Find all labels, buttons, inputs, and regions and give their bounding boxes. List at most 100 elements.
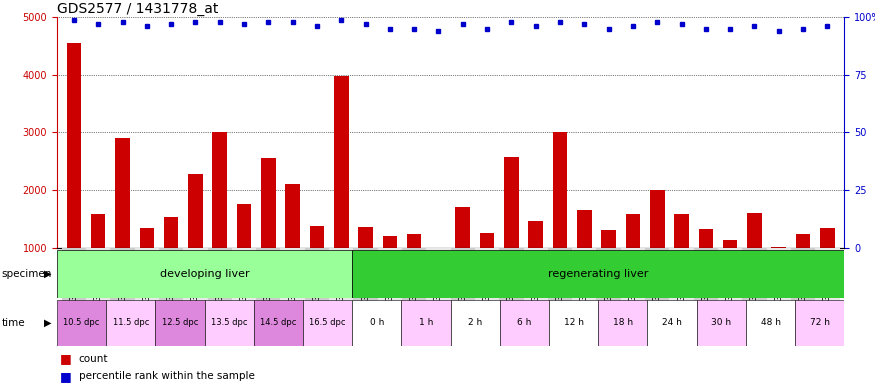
Text: GSM161130: GSM161130: [118, 252, 127, 302]
Text: ▶: ▶: [44, 318, 52, 328]
Bar: [480, 233, 494, 248]
Bar: [746, 300, 795, 346]
Bar: [310, 227, 325, 248]
Bar: [402, 248, 426, 323]
Bar: [795, 234, 810, 248]
Bar: [451, 300, 500, 346]
Text: GSM161115: GSM161115: [531, 252, 540, 302]
Bar: [86, 248, 110, 323]
Bar: [548, 248, 572, 323]
Text: count: count: [79, 354, 108, 364]
Text: 0 h: 0 h: [369, 318, 384, 328]
Bar: [766, 248, 791, 323]
Bar: [723, 240, 738, 248]
Bar: [116, 138, 130, 248]
Bar: [261, 159, 276, 248]
Text: GSM161133: GSM161133: [191, 252, 200, 302]
Bar: [57, 250, 352, 298]
Bar: [620, 248, 645, 323]
Bar: [188, 174, 203, 248]
Text: 48 h: 48 h: [760, 318, 780, 328]
Bar: [407, 234, 422, 248]
Text: GSM161108: GSM161108: [361, 252, 370, 302]
Bar: [334, 76, 348, 248]
Text: GSM161129: GSM161129: [94, 252, 102, 302]
Bar: [139, 228, 154, 248]
Text: 13.5 dpc: 13.5 dpc: [211, 318, 248, 328]
Bar: [57, 300, 106, 346]
Text: GSM161119: GSM161119: [628, 252, 637, 302]
Bar: [718, 248, 742, 323]
Text: GSM161113: GSM161113: [483, 252, 492, 302]
Bar: [281, 248, 304, 323]
Text: 10.5 dpc: 10.5 dpc: [63, 318, 100, 328]
Text: GSM161122: GSM161122: [702, 252, 710, 302]
Text: GSM161124: GSM161124: [750, 252, 759, 302]
Text: GSM161128: GSM161128: [69, 252, 79, 302]
Bar: [135, 248, 159, 323]
Text: GSM161131: GSM161131: [143, 252, 151, 302]
Text: 1 h: 1 h: [419, 318, 433, 328]
Bar: [205, 300, 254, 346]
Bar: [694, 248, 718, 323]
Text: GSM161116: GSM161116: [556, 252, 564, 302]
Bar: [528, 221, 543, 248]
Bar: [164, 217, 178, 248]
Bar: [358, 227, 373, 248]
Bar: [742, 248, 766, 323]
Bar: [648, 300, 696, 346]
Text: 30 h: 30 h: [711, 318, 732, 328]
Text: 6 h: 6 h: [517, 318, 532, 328]
Text: GSM161117: GSM161117: [580, 252, 589, 302]
Bar: [183, 248, 207, 323]
Text: GSM161132: GSM161132: [166, 252, 176, 302]
Bar: [816, 248, 839, 323]
Text: GSM161136: GSM161136: [264, 252, 273, 302]
Text: GSM161121: GSM161121: [677, 252, 686, 302]
Bar: [626, 214, 640, 248]
Bar: [237, 205, 251, 248]
Bar: [795, 300, 844, 346]
Text: 11.5 dpc: 11.5 dpc: [113, 318, 149, 328]
Bar: [523, 248, 548, 323]
Bar: [382, 236, 397, 248]
Text: GSM161118: GSM161118: [604, 252, 613, 302]
Text: GSM161125: GSM161125: [774, 252, 783, 302]
Text: ■: ■: [60, 353, 71, 366]
Text: GSM161138: GSM161138: [312, 252, 321, 302]
Bar: [207, 248, 232, 323]
Bar: [696, 300, 746, 346]
Text: 18 h: 18 h: [612, 318, 633, 328]
Bar: [475, 248, 500, 323]
Bar: [110, 248, 135, 323]
Bar: [402, 300, 451, 346]
Text: GSM161110: GSM161110: [410, 252, 418, 302]
Bar: [698, 229, 713, 248]
Bar: [553, 132, 567, 248]
Bar: [645, 248, 669, 323]
Bar: [598, 300, 648, 346]
Text: GSM161114: GSM161114: [507, 252, 516, 302]
Text: 14.5 dpc: 14.5 dpc: [260, 318, 297, 328]
Text: GSM161135: GSM161135: [240, 252, 248, 302]
Bar: [62, 248, 86, 323]
Bar: [772, 247, 786, 248]
Text: developing liver: developing liver: [160, 268, 249, 279]
Bar: [156, 300, 205, 346]
Text: GSM161123: GSM161123: [725, 252, 735, 302]
Text: GSM161139: GSM161139: [337, 252, 346, 302]
Bar: [106, 300, 156, 346]
Bar: [500, 300, 550, 346]
Text: 16.5 dpc: 16.5 dpc: [310, 318, 346, 328]
Bar: [426, 248, 451, 323]
Bar: [285, 184, 300, 248]
Text: regenerating liver: regenerating liver: [548, 268, 648, 279]
Bar: [650, 190, 664, 248]
Text: time: time: [2, 318, 25, 328]
Text: GDS2577 / 1431778_at: GDS2577 / 1431778_at: [57, 2, 218, 16]
Bar: [456, 207, 470, 248]
Text: GSM161127: GSM161127: [822, 252, 832, 302]
Bar: [354, 248, 378, 323]
Bar: [504, 157, 519, 248]
Text: GSM161112: GSM161112: [458, 252, 467, 302]
